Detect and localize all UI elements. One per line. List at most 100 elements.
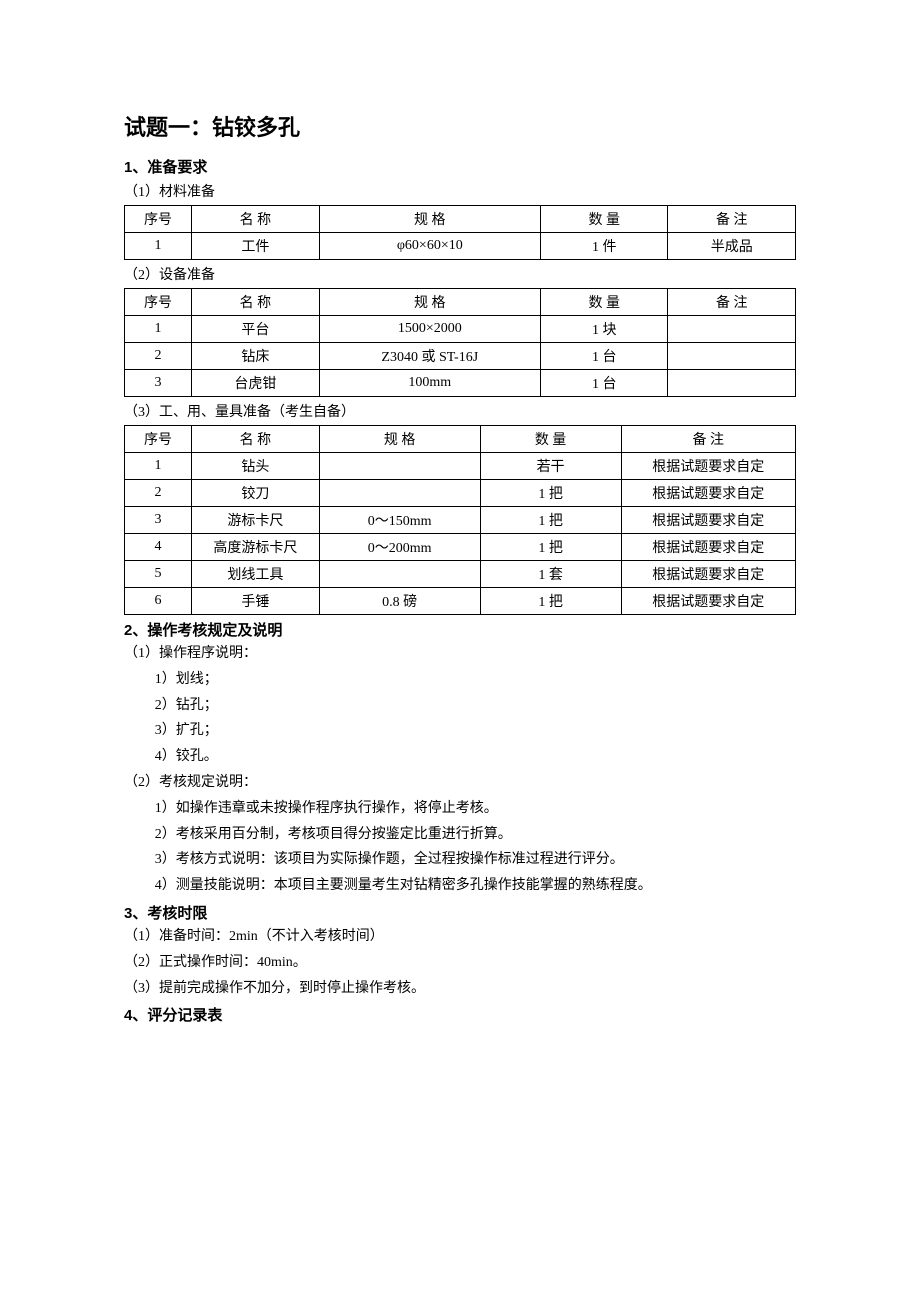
th-name: 名 称 bbox=[192, 289, 319, 316]
list-item: （2）正式操作时间：40min。 bbox=[124, 951, 796, 975]
cell: 台虎钳 bbox=[192, 370, 319, 397]
section-2-title: 2、操作考核规定及说明 bbox=[124, 619, 796, 640]
th-no: 序号 bbox=[125, 426, 192, 453]
cell bbox=[668, 343, 796, 370]
section-1-title: 1、准备要求 bbox=[124, 156, 796, 177]
list-item: 4）测量技能说明：本项目主要测量考生对钻精密多孔操作技能掌握的熟练程度。 bbox=[124, 874, 796, 898]
table-row: 3 台虎钳 100mm 1 台 bbox=[125, 370, 796, 397]
cell: 半成品 bbox=[668, 233, 796, 260]
list-item: 3）考核方式说明：该项目为实际操作题，全过程按操作标准过程进行评分。 bbox=[124, 848, 796, 872]
cell: 1 台 bbox=[541, 343, 668, 370]
cell: 根据试题要求自定 bbox=[621, 534, 795, 561]
cell: 平台 bbox=[192, 316, 319, 343]
cell: 4 bbox=[125, 534, 192, 561]
cell: 0～150mm bbox=[319, 507, 480, 534]
list-item: （1）准备时间：2min（不计入考核时间） bbox=[124, 925, 796, 949]
cell bbox=[319, 453, 480, 480]
cell: 根据试题要求自定 bbox=[621, 561, 795, 588]
cell: 1 bbox=[125, 316, 192, 343]
cell bbox=[668, 370, 796, 397]
section-3-title: 3、考核时限 bbox=[124, 902, 796, 923]
cell: 钻床 bbox=[192, 343, 319, 370]
table-row: 2 铰刀 1 把 根据试题要求自定 bbox=[125, 480, 796, 507]
table-row: 3 游标卡尺 0～150mm 1 把 根据试题要求自定 bbox=[125, 507, 796, 534]
cell: 1 bbox=[125, 233, 192, 260]
cell: 1 件 bbox=[541, 233, 668, 260]
cell: 2 bbox=[125, 480, 192, 507]
cell: Z3040 或 ST-16J bbox=[319, 343, 540, 370]
table-materials: 序号 名 称 规 格 数 量 备 注 1 工件 φ60×60×10 1 件 半成… bbox=[124, 205, 796, 260]
cell: 1500×2000 bbox=[319, 316, 540, 343]
cell: 100mm bbox=[319, 370, 540, 397]
cell: 1 把 bbox=[480, 534, 621, 561]
cell: 铰刀 bbox=[192, 480, 319, 507]
table-row: 6 手锤 0.8 磅 1 把 根据试题要求自定 bbox=[125, 588, 796, 615]
table-row: 序号 名 称 规 格 数 量 备 注 bbox=[125, 206, 796, 233]
th-spec: 规 格 bbox=[319, 289, 540, 316]
th-spec: 规 格 bbox=[319, 426, 480, 453]
cell: 3 bbox=[125, 370, 192, 397]
list-item: 2）考核采用百分制，考核项目得分按鉴定比重进行折算。 bbox=[124, 823, 796, 847]
cell: 游标卡尺 bbox=[192, 507, 319, 534]
cell bbox=[319, 480, 480, 507]
cell: 若干 bbox=[480, 453, 621, 480]
cell: 3 bbox=[125, 507, 192, 534]
th-qty: 数 量 bbox=[541, 206, 668, 233]
table-tools: 序号 名 称 规 格 数 量 备 注 1 钻头 若干 根据试题要求自定 2 铰刀… bbox=[124, 425, 796, 615]
cell: 1 把 bbox=[480, 588, 621, 615]
cell: 1 把 bbox=[480, 480, 621, 507]
subsection-1-2-title: （2）设备准备 bbox=[124, 264, 796, 284]
th-note: 备 注 bbox=[668, 289, 796, 316]
page-title: 试题一：钻铰多孔 bbox=[124, 110, 796, 142]
cell: 1 套 bbox=[480, 561, 621, 588]
section-4-title: 4、评分记录表 bbox=[124, 1004, 796, 1025]
assess-rule-title: （2）考核规定说明： bbox=[124, 771, 796, 795]
table-row: 序号 名 称 规 格 数 量 备 注 bbox=[125, 426, 796, 453]
table-equipment: 序号 名 称 规 格 数 量 备 注 1 平台 1500×2000 1 块 2 … bbox=[124, 288, 796, 397]
th-note: 备 注 bbox=[668, 206, 796, 233]
cell: 划线工具 bbox=[192, 561, 319, 588]
cell: 高度游标卡尺 bbox=[192, 534, 319, 561]
th-name: 名 称 bbox=[192, 206, 319, 233]
table-row: 2 钻床 Z3040 或 ST-16J 1 台 bbox=[125, 343, 796, 370]
cell bbox=[668, 316, 796, 343]
cell: 根据试题要求自定 bbox=[621, 480, 795, 507]
op-proc-title: （1）操作程序说明： bbox=[124, 642, 796, 666]
list-item: （3）提前完成操作不加分，到时停止操作考核。 bbox=[124, 977, 796, 1001]
cell: 1 块 bbox=[541, 316, 668, 343]
table-row: 序号 名 称 规 格 数 量 备 注 bbox=[125, 289, 796, 316]
th-no: 序号 bbox=[125, 206, 192, 233]
cell: 0.8 磅 bbox=[319, 588, 480, 615]
cell bbox=[319, 561, 480, 588]
list-item: 1）划线； bbox=[124, 668, 796, 692]
table-row: 5 划线工具 1 套 根据试题要求自定 bbox=[125, 561, 796, 588]
table-row: 1 平台 1500×2000 1 块 bbox=[125, 316, 796, 343]
table-row: 4 高度游标卡尺 0～200mm 1 把 根据试题要求自定 bbox=[125, 534, 796, 561]
cell: 钻头 bbox=[192, 453, 319, 480]
th-spec: 规 格 bbox=[319, 206, 540, 233]
th-name: 名 称 bbox=[192, 426, 319, 453]
list-item: 3）扩孔； bbox=[124, 719, 796, 743]
subsection-1-3-title: （3）工、用、量具准备（考生自备） bbox=[124, 401, 796, 421]
cell: 6 bbox=[125, 588, 192, 615]
cell: 1 bbox=[125, 453, 192, 480]
list-item: 1）如操作违章或未按操作程序执行操作，将停止考核。 bbox=[124, 797, 796, 821]
subsection-1-1-title: （1）材料准备 bbox=[124, 181, 796, 201]
th-no: 序号 bbox=[125, 289, 192, 316]
th-note: 备 注 bbox=[621, 426, 795, 453]
cell: 5 bbox=[125, 561, 192, 588]
cell: 根据试题要求自定 bbox=[621, 453, 795, 480]
cell: 根据试题要求自定 bbox=[621, 588, 795, 615]
cell: 1 台 bbox=[541, 370, 668, 397]
cell: 0～200mm bbox=[319, 534, 480, 561]
cell: φ60×60×10 bbox=[319, 233, 540, 260]
cell: 手锤 bbox=[192, 588, 319, 615]
cell: 根据试题要求自定 bbox=[621, 507, 795, 534]
table-row: 1 工件 φ60×60×10 1 件 半成品 bbox=[125, 233, 796, 260]
th-qty: 数 量 bbox=[480, 426, 621, 453]
th-qty: 数 量 bbox=[541, 289, 668, 316]
cell: 工件 bbox=[192, 233, 319, 260]
table-row: 1 钻头 若干 根据试题要求自定 bbox=[125, 453, 796, 480]
list-item: 4）铰孔。 bbox=[124, 745, 796, 769]
cell: 1 把 bbox=[480, 507, 621, 534]
